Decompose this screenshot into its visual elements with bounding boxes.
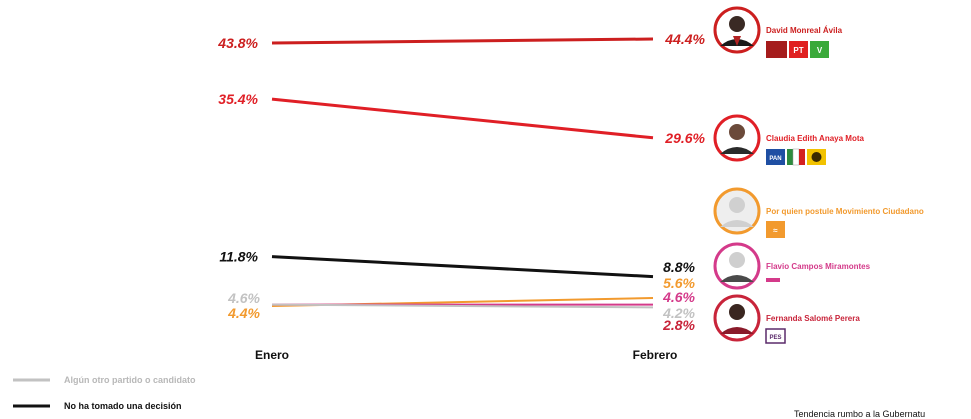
candidate-name: Claudia Edith Anaya Mota (766, 134, 864, 143)
pvem-icon: V (810, 41, 829, 58)
candidate-salome: Fernanda Salomé Perera PES (713, 294, 860, 344)
prd-icon (807, 149, 826, 165)
candidate-anaya: Claudia Edith Anaya Mota PAN (713, 114, 864, 166)
pvem-badge-label: V (817, 46, 823, 55)
legend-label: Algún otro partido o candidato (64, 375, 196, 385)
morena-icon (766, 41, 787, 58)
candidate-monreal: David Monreal Ávila PT V (713, 6, 843, 58)
series-lines (271, 37, 654, 309)
mc-icon: ≈ (766, 221, 785, 238)
series-line-otro (271, 303, 654, 309)
legend-label: No ha tomado una decisión (64, 401, 182, 411)
value-label-otro-febrero: 4.2% (662, 305, 695, 321)
value-label-mc-enero: 4.4% (227, 305, 260, 321)
pes-badge-label: PES (769, 335, 781, 341)
x-tick-label-enero: Enero (255, 348, 289, 362)
value-label-salome-febrero: 2.8% (662, 317, 695, 333)
value-labels: 43.8% 44.4%35.4%29.6%4.4%5.6%4.6%2.8%4.6%… (217, 31, 705, 333)
pt-icon: PT (789, 41, 808, 58)
candidate-name: David Monreal Ávila (766, 26, 843, 35)
candidate-name: Por quien postule Movimiento Ciudadano (766, 207, 924, 216)
series-line-nodecide (271, 255, 654, 279)
x-axis: Enero Febrero (255, 348, 677, 362)
value-label-nodecide-febrero: 8.8% (663, 259, 695, 275)
candidate-mc: Por quien postule Movimiento Ciudadano ≈ (713, 187, 924, 238)
candidate-campos: Flavio Campos Miramontes (713, 242, 871, 290)
portrait-campos-icon (713, 242, 761, 290)
x-tick-label-febrero: Febrero (633, 348, 678, 362)
portrait-placeholder-icon (713, 187, 761, 235)
mc-badge-label: ≈ (773, 226, 778, 235)
value-label-mc-febrero: 5.6% (663, 275, 695, 291)
portrait-salome-icon (713, 294, 761, 342)
portrait-monreal-icon (713, 6, 761, 54)
portrait-anaya-icon (713, 114, 761, 162)
candidate-name: Fernanda Salomé Perera (766, 314, 860, 323)
value-label-campos-febrero: 4.6% (662, 289, 695, 305)
series-line-anaya (271, 97, 654, 140)
value-label-monreal-febrero: 44.4% (664, 31, 705, 47)
value-label-nodecide-enero: 11.8% (219, 249, 258, 265)
pan-badge-label: PAN (769, 156, 781, 162)
pes-icon: PES (765, 328, 786, 344)
value-label-otro-enero: 4.6% (227, 290, 260, 306)
legend: Algún otro partido o candidato No ha tom… (13, 375, 196, 411)
pan-icon: PAN (766, 149, 785, 165)
pri-icon (787, 148, 805, 166)
legend-item-nodecide: No ha tomado una decisión (13, 401, 182, 411)
value-label-monreal-enero: 43.8% (217, 35, 258, 51)
candidate-name: Flavio Campos Miramontes (766, 262, 871, 271)
value-label-anaya-febrero: 29.6% (664, 130, 705, 146)
pt-badge-label: PT (793, 46, 803, 55)
legend-item-otro: Algún otro partido o candidato (13, 375, 196, 385)
value-label-anaya-enero: 35.4% (218, 91, 258, 107)
series-line-monreal (271, 37, 654, 45)
pt-small-icon (766, 278, 780, 282)
footer-caption: Tendencia rumbo a la Gubernatu (794, 409, 925, 419)
